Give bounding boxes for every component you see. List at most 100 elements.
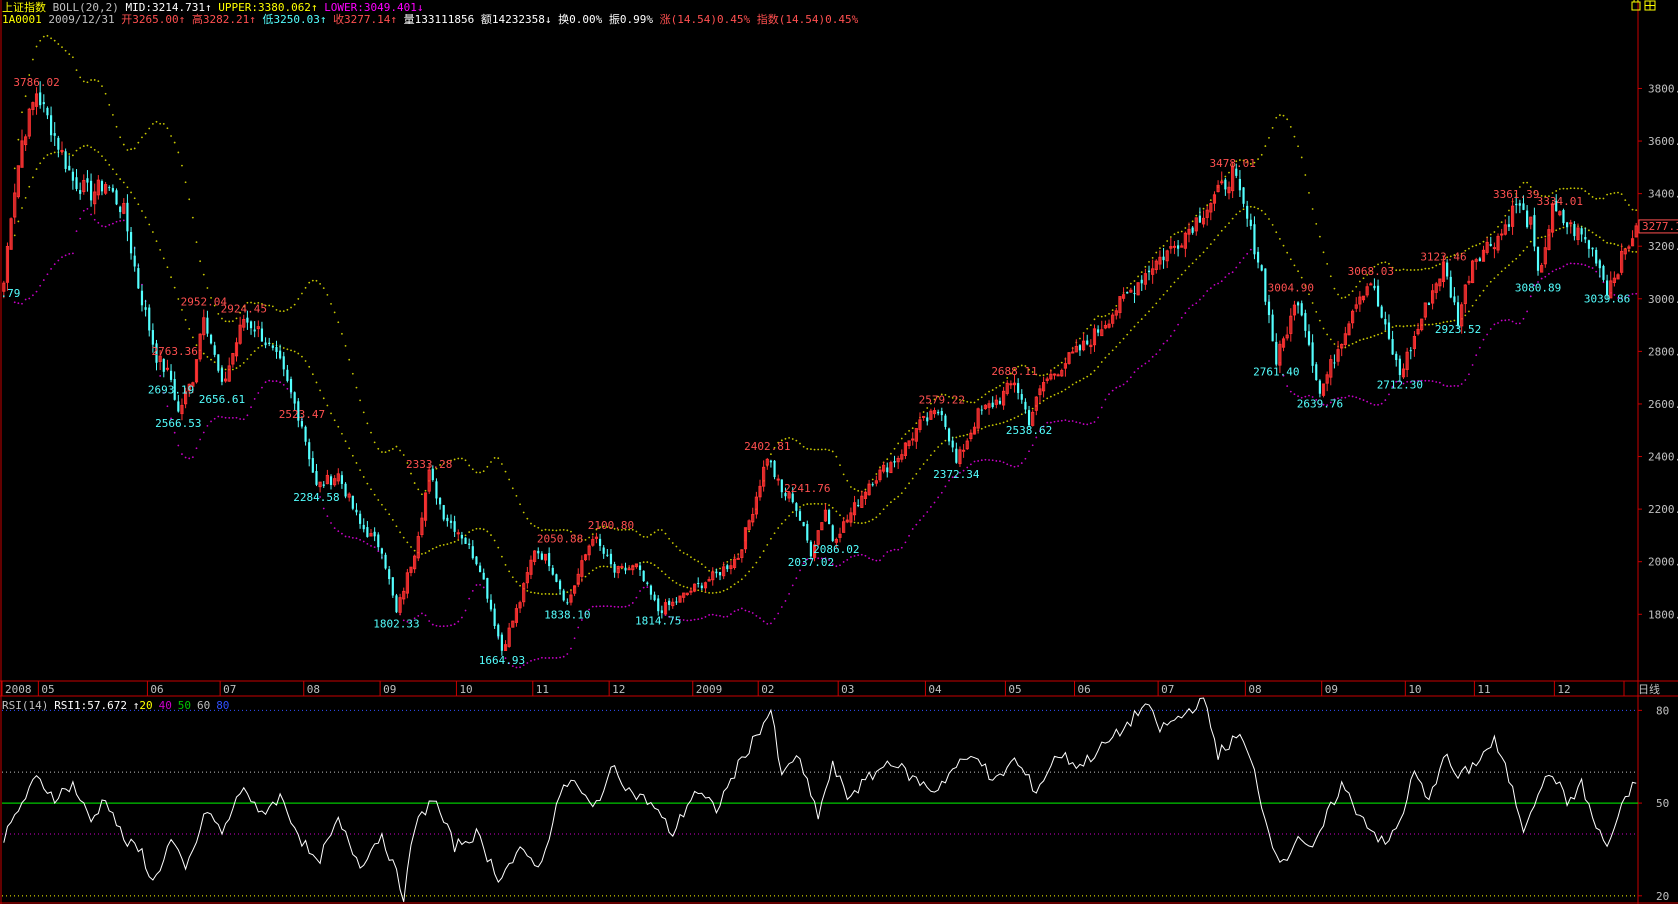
band-dot bbox=[1119, 385, 1121, 388]
price-axis: 1800.02000.02200.02400.02600.02800.03000… bbox=[1638, 82, 1678, 621]
candle-body-down bbox=[351, 495, 354, 509]
band-dot bbox=[900, 437, 903, 440]
candle-body-up bbox=[16, 165, 20, 198]
candle-body-up bbox=[420, 517, 424, 535]
band-dot bbox=[490, 534, 492, 536]
band-dot bbox=[726, 588, 729, 591]
band-dot bbox=[650, 533, 652, 536]
band-dot bbox=[1340, 396, 1343, 399]
band-dot bbox=[780, 439, 783, 442]
band-dot bbox=[871, 518, 874, 521]
price-tick-label: 3800.0 bbox=[1648, 82, 1678, 95]
candle-body-up bbox=[896, 457, 900, 463]
band-dot bbox=[191, 456, 194, 459]
candle-body-down bbox=[1373, 285, 1376, 289]
band-dot bbox=[599, 605, 601, 608]
band-dot bbox=[1373, 403, 1376, 406]
band-dot bbox=[1013, 368, 1016, 371]
lock-icon[interactable] bbox=[1631, 0, 1641, 11]
candle-body-up bbox=[1500, 233, 1504, 236]
band-dot bbox=[1220, 229, 1223, 232]
band-dot bbox=[184, 318, 187, 321]
band-dot bbox=[1526, 310, 1529, 313]
band-dot bbox=[1155, 251, 1158, 254]
candle-body-down bbox=[1300, 303, 1303, 316]
band-dot bbox=[377, 499, 380, 501]
band-dot bbox=[617, 606, 620, 608]
high-label: 2952.04 bbox=[181, 295, 228, 308]
candle-body-up bbox=[427, 469, 431, 492]
band-dot bbox=[268, 379, 271, 382]
band-dot bbox=[1140, 318, 1143, 320]
candle-body-up bbox=[1485, 241, 1489, 253]
candle-body-up bbox=[1183, 232, 1187, 249]
band-dot bbox=[170, 276, 172, 279]
candle-body-up bbox=[740, 549, 744, 558]
date-tick-label: 2008 bbox=[5, 683, 32, 696]
band-dot bbox=[1500, 221, 1503, 224]
candle-body-up bbox=[1292, 304, 1297, 316]
band-dot bbox=[1482, 240, 1485, 243]
band-dot bbox=[879, 512, 881, 515]
band-dot bbox=[708, 614, 711, 616]
rsi-value: RSI1:57.672 bbox=[54, 699, 127, 712]
candle-body-down bbox=[497, 624, 500, 637]
band-dot bbox=[919, 519, 921, 522]
band-dot bbox=[1177, 231, 1180, 234]
candlesticks[interactable] bbox=[2, 81, 1638, 656]
band-dot bbox=[1518, 186, 1521, 188]
candle-body-up bbox=[1289, 315, 1293, 334]
band-dot bbox=[1504, 319, 1507, 322]
band-dot bbox=[101, 155, 103, 158]
band-dot bbox=[653, 564, 656, 566]
band-dot bbox=[1148, 310, 1150, 313]
band-dot bbox=[566, 591, 569, 594]
band-dot bbox=[1206, 247, 1209, 250]
band-dot bbox=[1555, 229, 1558, 232]
band-dot bbox=[319, 282, 322, 285]
candle-body-up bbox=[576, 573, 580, 585]
band-dot bbox=[1093, 369, 1096, 372]
boll-mid-band bbox=[13, 144, 1638, 596]
band-dot bbox=[399, 449, 401, 452]
band-dot bbox=[959, 398, 961, 401]
band-dot bbox=[1286, 118, 1289, 121]
candle-body-down bbox=[391, 577, 394, 596]
band-dot bbox=[1275, 116, 1278, 119]
band-dot bbox=[1260, 153, 1263, 156]
window-icon[interactable] bbox=[1644, 0, 1656, 11]
candle-body-down bbox=[606, 554, 609, 556]
candle-body-up bbox=[842, 521, 846, 533]
candle-body-down bbox=[1126, 292, 1129, 294]
band-dot bbox=[722, 589, 725, 592]
candle-body-up bbox=[456, 532, 460, 535]
band-dot bbox=[1606, 193, 1608, 196]
high-label: 2402.81 bbox=[744, 440, 790, 453]
band-dot bbox=[893, 498, 896, 501]
period-button[interactable]: 日线 bbox=[1638, 682, 1660, 696]
candle-body-up bbox=[416, 536, 420, 559]
band-dot bbox=[1148, 360, 1150, 362]
band-dot bbox=[90, 213, 92, 216]
band-dot bbox=[202, 431, 205, 434]
candle-body-down bbox=[220, 368, 224, 382]
band-dot bbox=[962, 469, 965, 472]
band-dot bbox=[293, 350, 296, 353]
band-dot bbox=[977, 460, 980, 462]
candle-body-down bbox=[1264, 268, 1267, 302]
band-dot bbox=[1413, 324, 1416, 327]
candle-body-down bbox=[558, 580, 562, 590]
candle-body-up bbox=[1420, 318, 1424, 331]
band-dot bbox=[1239, 159, 1241, 161]
band-dot bbox=[777, 527, 780, 529]
band-dot bbox=[344, 345, 347, 347]
band-dot bbox=[424, 614, 427, 617]
band-dot bbox=[700, 617, 703, 620]
rsi-level-label: 60 bbox=[197, 699, 210, 712]
high-label: 3068.03 bbox=[1348, 265, 1394, 278]
band-dot bbox=[1017, 415, 1020, 418]
band-dot bbox=[1053, 367, 1056, 369]
band-dot bbox=[1380, 332, 1383, 335]
band-dot bbox=[1097, 365, 1100, 368]
